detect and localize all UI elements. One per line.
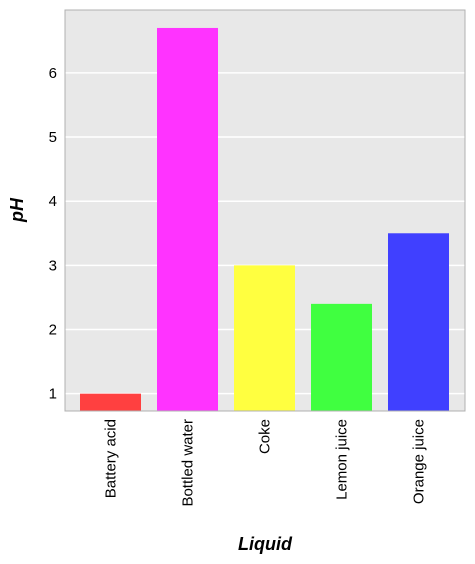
y-tick-label: 4 xyxy=(49,193,57,210)
plot-frame xyxy=(64,9,466,412)
y-axis-title: pH xyxy=(7,197,27,223)
y-tick-label: 1 xyxy=(49,386,57,403)
x-tick-label: Coke xyxy=(257,419,274,454)
y-tick-label: 2 xyxy=(49,322,57,339)
bars xyxy=(80,27,449,411)
bar-lemon-juice xyxy=(311,303,372,411)
x-axis-title: Liquid xyxy=(238,534,293,554)
y-tick-label: 3 xyxy=(49,257,57,274)
bar-coke xyxy=(234,265,295,411)
x-tick-label: Bottled water xyxy=(180,419,197,507)
bar-battery-acid xyxy=(80,393,141,411)
bar-orange-juice xyxy=(388,233,449,411)
x-tick-labels: Battery acid Bottled water Coke Lemon juice… xyxy=(103,419,428,507)
y-tick-label: 6 xyxy=(49,65,57,82)
y-tick-label: 5 xyxy=(49,129,57,146)
x-tick-label: Lemon juice xyxy=(334,419,351,500)
x-tick-label: Orange juice xyxy=(411,419,428,504)
y-tick-labels: 1 2 3 4 5 6 xyxy=(49,65,57,403)
x-tick-label: Battery acid xyxy=(103,419,120,498)
bar-bottled-water xyxy=(157,27,218,411)
